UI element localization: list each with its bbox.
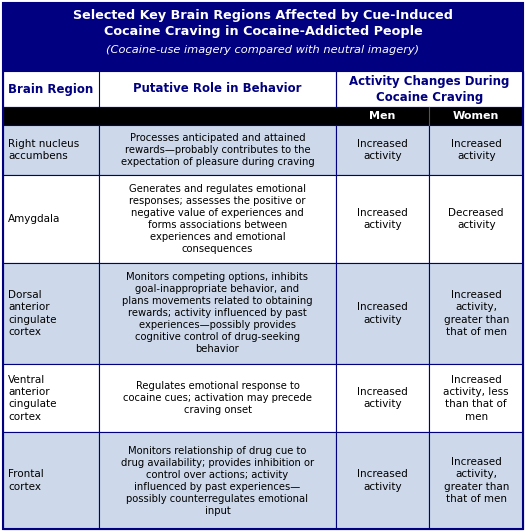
Bar: [336, 432, 429, 529]
Bar: [3, 3, 523, 71]
Bar: [99, 176, 336, 263]
Bar: [429, 432, 523, 529]
Text: Men: Men: [369, 111, 396, 121]
Text: Increased
activity: Increased activity: [451, 139, 502, 161]
Text: Generates and regulates emotional
responses; assesses the positive or
negative v: Generates and regulates emotional respon…: [129, 184, 306, 254]
Bar: [3, 107, 523, 125]
Bar: [3, 432, 99, 529]
Text: Amygdala: Amygdala: [8, 214, 60, 224]
Text: Regulates emotional response to
cocaine cues; activation may precede
craving ons: Regulates emotional response to cocaine …: [123, 381, 312, 415]
Text: Monitors relationship of drug cue to
drug availability; provides inhibition or
c: Monitors relationship of drug cue to dru…: [121, 446, 314, 516]
Bar: [3, 125, 99, 176]
Text: Increased
activity: Increased activity: [357, 302, 408, 325]
Bar: [99, 432, 336, 529]
Text: Putative Role in Behavior: Putative Role in Behavior: [133, 82, 302, 96]
Text: Activity Changes During
Cocaine Craving: Activity Changes During Cocaine Craving: [349, 74, 510, 104]
Bar: [336, 263, 429, 364]
Bar: [336, 125, 429, 176]
Bar: [99, 125, 336, 176]
Text: Monitors competing options, inhibits
goal-inappropriate behavior, and
plans move: Monitors competing options, inhibits goa…: [122, 272, 313, 354]
Text: Dorsal
anterior
cingulate
cortex: Dorsal anterior cingulate cortex: [8, 290, 56, 337]
Bar: [99, 263, 336, 364]
Text: Brain Region: Brain Region: [8, 82, 94, 96]
Bar: [429, 364, 523, 432]
Text: Increased
activity: Increased activity: [357, 469, 408, 492]
Bar: [429, 176, 523, 263]
Text: Selected Key Brain Regions Affected by Cue-Induced: Selected Key Brain Regions Affected by C…: [73, 10, 453, 22]
Bar: [429, 263, 523, 364]
Bar: [336, 176, 429, 263]
Text: Increased
activity: Increased activity: [357, 208, 408, 230]
Bar: [3, 71, 523, 107]
Bar: [429, 125, 523, 176]
Bar: [3, 176, 99, 263]
Text: Increased
activity,
greater than
that of men: Increased activity, greater than that of…: [443, 290, 509, 337]
Text: Increased
activity,
greater than
that of men: Increased activity, greater than that of…: [443, 457, 509, 504]
Bar: [336, 364, 429, 432]
Text: Frontal
cortex: Frontal cortex: [8, 469, 44, 492]
Text: Decreased
activity: Decreased activity: [449, 208, 504, 230]
Text: Increased
activity: Increased activity: [357, 139, 408, 161]
Text: Increased
activity: Increased activity: [357, 387, 408, 410]
Text: Right nucleus
accumbens: Right nucleus accumbens: [8, 139, 79, 161]
Text: Increased
activity, less
than that of
men: Increased activity, less than that of me…: [443, 375, 509, 422]
Bar: [3, 364, 99, 432]
Text: (Cocaine-use imagery compared with neutral imagery): (Cocaine-use imagery compared with neutr…: [106, 45, 420, 55]
Text: Cocaine Craving in Cocaine-Addicted People: Cocaine Craving in Cocaine-Addicted Peop…: [104, 24, 422, 37]
Bar: [336, 71, 523, 107]
Bar: [99, 364, 336, 432]
Bar: [3, 263, 99, 364]
Text: Ventral
anterior
cingulate
cortex: Ventral anterior cingulate cortex: [8, 375, 56, 422]
Text: Women: Women: [453, 111, 499, 121]
Text: Processes anticipated and attained
rewards—probably contributes to the
expectati: Processes anticipated and attained rewar…: [120, 133, 315, 167]
